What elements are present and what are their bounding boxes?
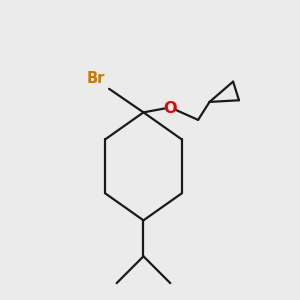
Text: Br: Br [87,71,105,86]
Text: O: O [164,101,177,116]
